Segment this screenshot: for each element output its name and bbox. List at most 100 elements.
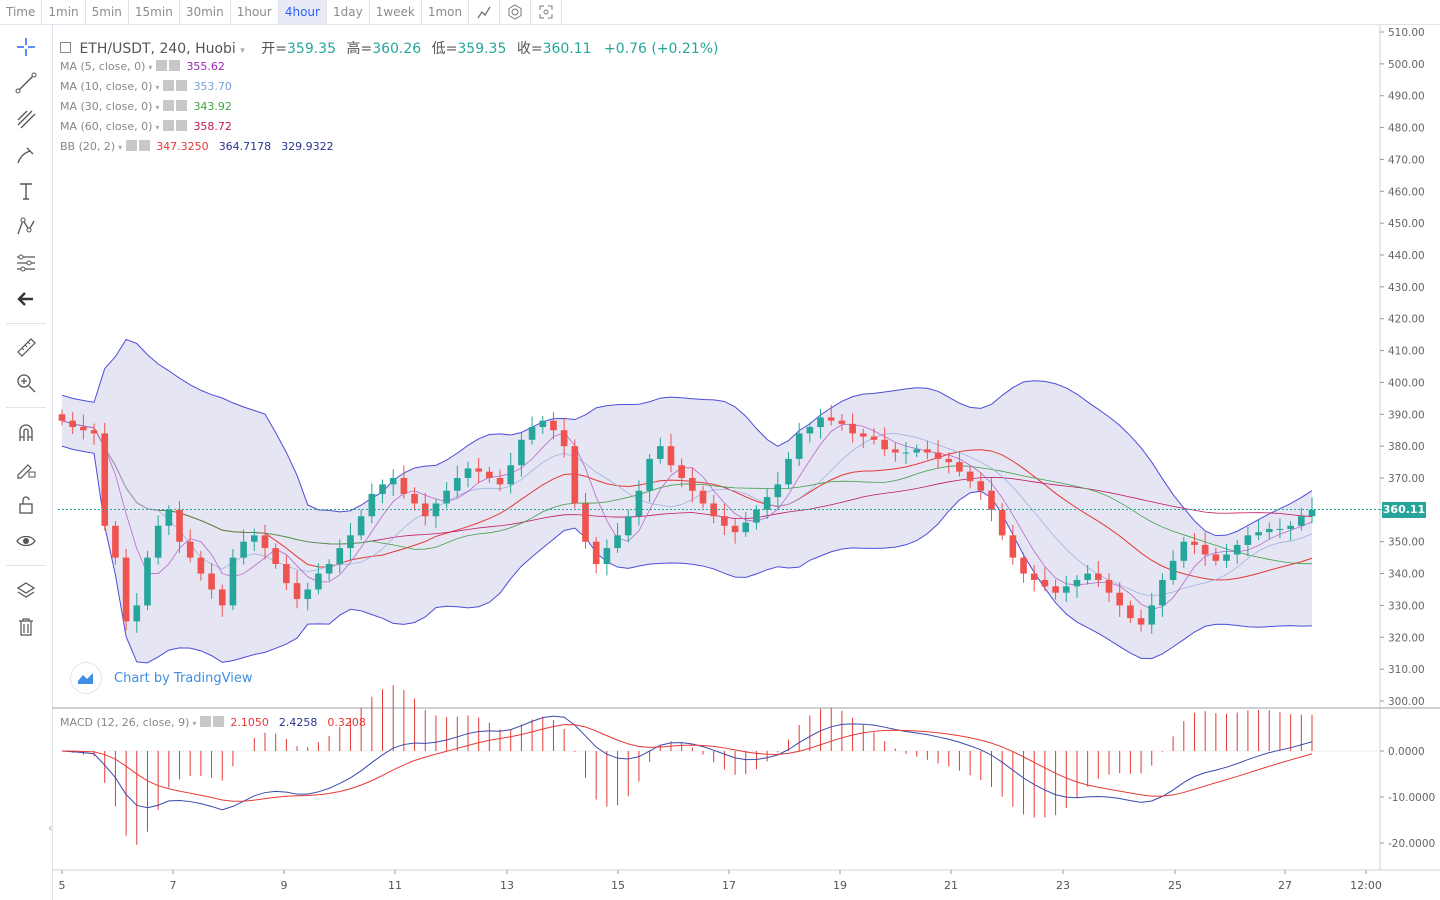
magnet-icon[interactable] — [10, 419, 42, 447]
candle — [144, 557, 151, 606]
interval-1min[interactable]: 1min — [48, 5, 79, 19]
symbol-header: ETH/USDT, 240, Huobi ▾ 开=359.35 高=360.26… — [60, 38, 719, 58]
candle — [603, 548, 611, 565]
settings-icon[interactable] — [500, 0, 532, 24]
indicator-name[interactable]: MA (30, close, 0) — [60, 100, 153, 113]
ruler-icon[interactable] — [10, 333, 42, 361]
fib-icon[interactable] — [10, 105, 42, 133]
lock-draw-icon[interactable] — [10, 455, 42, 483]
low-label: 低= — [431, 41, 458, 57]
indicator-value: 364.7178 — [218, 140, 272, 153]
zoom-in-icon[interactable] — [10, 369, 42, 397]
candle — [1233, 544, 1241, 555]
indicator-legend-row[interactable]: BB (20, 2) ▾ 347.3250 364.7178 329.9322 — [60, 140, 344, 153]
sidebar-divider — [6, 323, 46, 324]
interval-1hour[interactable]: 1hour — [236, 5, 272, 19]
chevron-down-icon[interactable]: ▾ — [192, 719, 197, 728]
settings-icon[interactable] — [200, 716, 212, 727]
indicator-icon[interactable] — [469, 0, 501, 24]
candle — [240, 541, 247, 558]
chevron-down-icon[interactable]: ▾ — [118, 143, 123, 152]
eye-icon[interactable] — [10, 527, 42, 555]
chevron-down-icon[interactable]: ▾ — [155, 123, 160, 132]
candle — [90, 430, 98, 434]
candle — [165, 509, 173, 526]
indicator-name[interactable]: MA (5, close, 0) — [60, 60, 146, 73]
settings-icon[interactable] — [163, 100, 175, 111]
bollinger-band-fill — [62, 339, 1312, 663]
fullscreen-icon[interactable] — [531, 0, 563, 24]
ma5-line — [61, 420, 1313, 610]
interval-time[interactable]: Time — [6, 5, 36, 19]
close-icon[interactable] — [176, 100, 188, 111]
settings-icon[interactable] — [126, 140, 138, 151]
price-tick-label: 320.00 — [1388, 632, 1425, 644]
interval-1day[interactable]: 1day — [332, 5, 363, 19]
indicator-legend-row[interactable]: MA (30, close, 0) ▾ 343.92 — [60, 100, 242, 113]
chevron-down-icon[interactable]: ▾ — [155, 83, 160, 92]
tradingview-watermark[interactable]: Chart by TradingView — [70, 662, 252, 694]
interval-15min[interactable]: 15min — [134, 5, 173, 19]
close-icon[interactable] — [176, 120, 188, 131]
chevron-down-icon[interactable]: ▾ — [148, 63, 153, 72]
candle — [304, 589, 312, 600]
indicator-name[interactable]: BB (20, 2) — [60, 140, 116, 153]
macd-legend-row[interactable]: MACD (12, 26, close, 9) ▾ 2.1050 2.4258 0.32… — [60, 716, 376, 729]
crosshair-icon[interactable] — [10, 33, 42, 61]
macd-line — [61, 715, 1313, 811]
candle — [272, 548, 279, 565]
chevron-down-icon[interactable]: ▾ — [240, 46, 245, 56]
indicator-name[interactable]: MA (10, close, 0) — [60, 80, 153, 93]
pattern-icon[interactable] — [10, 213, 42, 241]
settings-icon[interactable] — [163, 80, 175, 91]
candle — [154, 525, 162, 558]
price-tick-label: 300.00 — [1388, 696, 1425, 708]
indicator-legend-row[interactable]: MA (60, close, 0) ▾ 358.72 — [60, 120, 242, 133]
unlock-icon[interactable] — [10, 491, 42, 519]
close-icon[interactable] — [213, 716, 225, 727]
candle — [956, 462, 963, 472]
back-arrow-icon[interactable] — [10, 285, 42, 313]
interval-30min[interactable]: 30min — [185, 5, 224, 19]
indicator-name[interactable]: MACD (12, 26, close, 9) — [60, 716, 190, 729]
top-toolbar: Time 1min 5min 15min 30min 1hour 4hour 1day 1wee… — [0, 0, 1440, 25]
interval-1mon[interactable]: 1mon — [427, 5, 463, 19]
candle — [1255, 532, 1262, 536]
candle — [1084, 573, 1091, 580]
trash-icon[interactable] — [10, 613, 42, 641]
settings-icon[interactable] — [156, 60, 168, 71]
interval-1week[interactable]: 1week — [375, 5, 415, 19]
time-tick-label: 27 — [1278, 879, 1292, 892]
open-label: 开= — [261, 41, 287, 57]
measure-icon[interactable] — [10, 249, 42, 277]
settings-icon[interactable] — [163, 120, 175, 131]
price-tick-label: 440.00 — [1388, 250, 1425, 262]
price-tick-label: 420.00 — [1388, 314, 1425, 326]
tradingview-logo-icon — [70, 662, 102, 694]
indicator-legend-row[interactable]: MA (10, close, 0) ▾ 353.70 — [60, 80, 242, 93]
candle — [924, 449, 931, 453]
candle — [69, 420, 76, 428]
interval-4hour[interactable]: 4hour — [278, 0, 326, 24]
candle — [550, 420, 557, 431]
indicator-value: 343.92 — [193, 100, 232, 113]
interval-5min[interactable]: 5min — [91, 5, 122, 19]
brush-icon[interactable] — [10, 141, 42, 169]
candle — [507, 465, 515, 485]
candle — [774, 484, 782, 498]
indicator-legend-row[interactable]: MA (5, close, 0) ▾ 355.62 — [60, 60, 235, 73]
layers-icon[interactable] — [10, 577, 42, 605]
collapse-icon[interactable] — [60, 42, 71, 53]
close-icon[interactable] — [139, 140, 151, 151]
candle — [197, 557, 205, 574]
candle — [689, 478, 696, 491]
indicator-name[interactable]: MA (60, close, 0) — [60, 120, 153, 133]
symbol-name[interactable]: ETH/USDT, 240, Huobi — [79, 41, 236, 57]
close-icon[interactable] — [169, 60, 181, 71]
chevron-down-icon[interactable]: ▾ — [155, 103, 160, 112]
trend-line-icon[interactable] — [10, 69, 42, 97]
text-icon[interactable] — [10, 177, 42, 205]
close-icon[interactable] — [176, 80, 188, 91]
candle — [389, 478, 397, 485]
